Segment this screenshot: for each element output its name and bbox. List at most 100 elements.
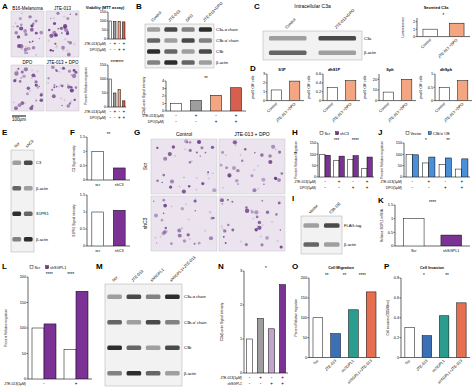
tick <box>165 81 167 82</box>
cell <box>207 171 209 173</box>
cell <box>53 22 56 25</box>
cell <box>29 106 33 110</box>
condition-sign: + <box>122 109 125 114</box>
column-label: Control <box>176 131 192 137</box>
cell <box>235 179 239 183</box>
lane-label: DPO <box>184 13 194 23</box>
lane-label: shSGPL1+JTE-013 <box>169 254 198 283</box>
pore <box>210 212 211 213</box>
axis-title: Luminescence <box>402 17 406 38</box>
pore <box>171 206 172 207</box>
tick <box>266 82 268 83</box>
condition-label: shSGPL1 <box>227 382 242 386</box>
bar <box>362 168 367 177</box>
y-axis <box>401 278 402 358</box>
cell <box>182 189 186 193</box>
cell <box>209 211 210 212</box>
cell <box>277 178 281 182</box>
band <box>318 51 356 55</box>
tick-label: 1 <box>240 337 242 341</box>
chart-title: Viability (MTT assay) <box>86 5 125 10</box>
axis-title: Percent Relative migration <box>294 299 298 337</box>
tick <box>400 337 402 338</box>
bar <box>366 292 376 358</box>
band <box>269 36 307 40</box>
cell <box>199 155 201 157</box>
bar <box>367 157 372 177</box>
membrane <box>145 24 214 68</box>
bar <box>429 157 435 177</box>
band <box>24 186 33 190</box>
condition-sign: + <box>281 375 284 380</box>
pore <box>240 154 241 155</box>
cell <box>280 172 283 175</box>
tick <box>400 297 402 298</box>
blot-panel: ScrshC3C3β-actinS1PR1β-actin <box>11 138 49 252</box>
cell <box>236 169 239 172</box>
lane-label: JTE-013+DPO <box>202 1 224 23</box>
cell <box>189 161 192 164</box>
cell <box>74 99 76 101</box>
cell <box>244 148 246 150</box>
image-label: DPO <box>23 60 33 65</box>
category-label: Scr <box>404 358 411 365</box>
condition-sign: + <box>122 47 125 52</box>
pore <box>196 177 197 178</box>
category-label: Scr <box>411 249 417 253</box>
band <box>127 320 142 324</box>
category-label: JTE-013 +DPO <box>275 102 296 123</box>
bar <box>423 163 429 177</box>
tick <box>266 100 268 101</box>
pore <box>207 174 208 175</box>
pore <box>60 68 61 69</box>
pore <box>21 13 22 14</box>
pore <box>222 228 223 229</box>
y-axis <box>28 277 29 379</box>
condition-sign: - <box>195 119 197 124</box>
cell <box>163 230 167 234</box>
cell <box>14 31 18 35</box>
category-label: JTE-013 <box>324 359 337 372</box>
tick <box>403 143 405 144</box>
cell <box>260 153 264 157</box>
condition-sign: - <box>324 179 326 184</box>
band <box>24 161 33 165</box>
pore <box>58 71 59 72</box>
cell <box>24 67 28 71</box>
band <box>269 51 307 55</box>
chart: Cell InvasionCell invasion (OD590nm)00.2… <box>386 265 471 385</box>
cell <box>278 202 281 205</box>
cell <box>39 38 40 39</box>
tick-label: 150 <box>100 63 106 67</box>
band-label: FLAG-tag <box>344 223 361 228</box>
band <box>127 295 142 299</box>
pore <box>225 154 226 155</box>
cell <box>254 152 256 154</box>
cell <box>258 221 262 225</box>
band <box>165 346 180 350</box>
tick-label: 0 <box>413 35 415 39</box>
chart: S1Ppmol/1×10⁶ cells0123ControlJTE-013 +D… <box>252 67 305 123</box>
cell <box>37 87 39 89</box>
cell <box>54 43 56 45</box>
cell <box>53 86 55 88</box>
bar <box>268 329 274 373</box>
bar <box>402 79 412 100</box>
tick-label: 200 <box>20 275 26 279</box>
tick <box>322 100 324 101</box>
condition-sign: + <box>235 113 238 118</box>
tick <box>416 29 418 30</box>
significance: * <box>425 138 427 143</box>
band <box>199 38 212 42</box>
band <box>164 38 177 42</box>
marks <box>109 21 125 39</box>
cell <box>28 15 31 18</box>
tick-label: 150 <box>396 141 402 145</box>
tick-label: 100 <box>301 316 307 320</box>
tick-label: 2 <box>162 94 164 98</box>
cell <box>275 177 278 180</box>
tick <box>266 91 268 92</box>
cell <box>67 53 71 57</box>
condition-sign: - <box>175 119 177 124</box>
tick <box>308 317 310 318</box>
